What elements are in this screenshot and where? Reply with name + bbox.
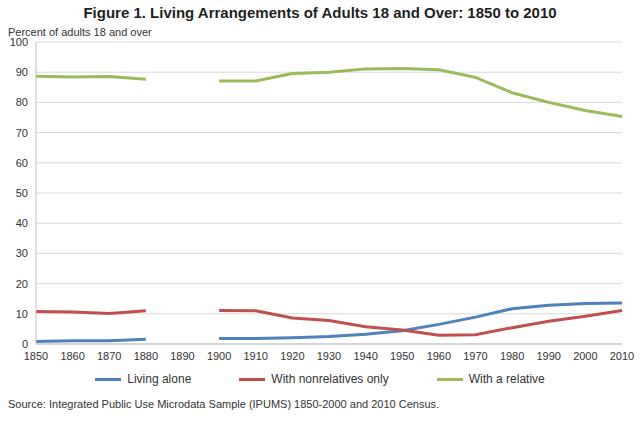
svg-text:1950: 1950 [390,350,414,362]
svg-text:1940: 1940 [353,350,377,362]
svg-text:10: 10 [16,308,28,320]
svg-text:1900: 1900 [207,350,231,362]
svg-text:1930: 1930 [317,350,341,362]
svg-text:2000: 2000 [573,350,597,362]
svg-text:1910: 1910 [244,350,268,362]
html-text:Source: Integrated Public Use: Source: Integrated Public Use Microdata … [8,398,440,410]
svg-text:1960: 1960 [427,350,451,362]
svg-text:40: 40 [16,217,28,229]
svg-text:90: 90 [16,66,28,78]
html-text:Living alone: Living alone [127,372,192,386]
svg-text:20: 20 [16,278,28,290]
svg-text:1980: 1980 [500,350,524,362]
html-text:With nonrelatives only: With nonrelatives only [271,372,389,386]
svg-text:0: 0 [22,338,28,350]
html-text:With a relative: With a relative [468,372,545,386]
svg-text:100: 100 [10,36,28,48]
svg-text:30: 30 [16,247,28,259]
svg-text:50: 50 [16,187,28,199]
svg-text:1890: 1890 [170,350,194,362]
svg-text:1970: 1970 [463,350,487,362]
svg-text:1880: 1880 [134,350,158,362]
svg-text:60: 60 [16,157,28,169]
svg-text:1850: 1850 [24,350,48,362]
svg-text:1990: 1990 [537,350,561,362]
svg-text:1870: 1870 [97,350,121,362]
html-text:Percent of adults 18 and over: Percent of adults 18 and over [8,26,152,38]
svg-text:2010: 2010 [610,350,632,362]
svg-text:80: 80 [16,96,28,108]
svg-text:1860: 1860 [60,350,84,362]
svg-text:1920: 1920 [280,350,304,362]
svg-text:70: 70 [16,127,28,139]
html-text:Figure 1. Living Arrangements: Figure 1. Living Arrangements of Adults … [83,4,557,21]
